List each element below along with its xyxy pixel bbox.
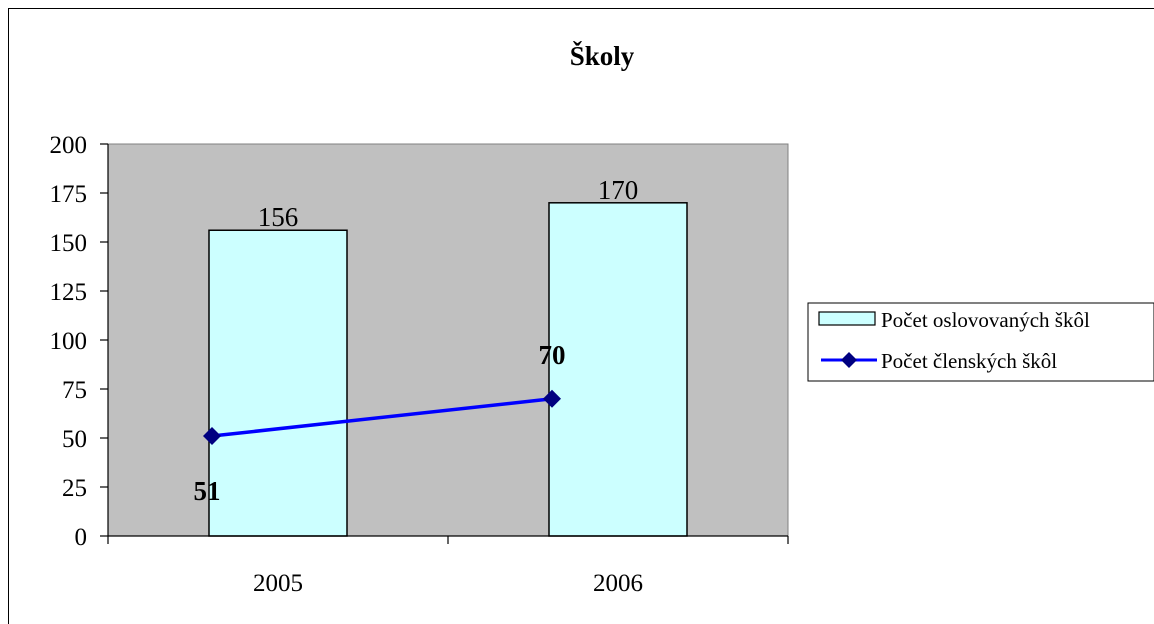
bar-label-2005: 156 bbox=[258, 202, 299, 232]
series-line bbox=[211, 397, 553, 438]
legend-marker-diamond bbox=[841, 352, 857, 368]
line-marker-2005 bbox=[203, 427, 221, 446]
bar-label-2006: 170 bbox=[598, 175, 639, 205]
y-tick-label: 50 bbox=[62, 426, 87, 453]
y-tick-label: 100 bbox=[50, 328, 88, 355]
line-marker-2006 bbox=[543, 389, 561, 408]
y-tick-label: 125 bbox=[50, 279, 88, 306]
y-tick-label: 0 bbox=[75, 524, 88, 551]
line-label-2006: 70 bbox=[539, 340, 566, 370]
y-tick-label: 75 bbox=[62, 377, 87, 404]
line-label-2005: 51 bbox=[194, 476, 221, 506]
legend-label-line: Počet členských škôl bbox=[881, 349, 1057, 373]
x-tick-label: 2006 bbox=[593, 570, 643, 597]
bar-series bbox=[208, 202, 688, 537]
x-tick-label: 2005 bbox=[253, 570, 303, 597]
y-tick-label: 25 bbox=[62, 475, 87, 502]
chart-title: Školy bbox=[570, 41, 635, 71]
y-tick-label: 150 bbox=[50, 230, 88, 257]
y-tick-label: 200 bbox=[50, 132, 88, 159]
bar-2005 bbox=[208, 229, 348, 537]
y-tick-label: 175 bbox=[50, 181, 88, 208]
axes: 0 25 50 75 100 125 150 175 200 2005 2006 bbox=[50, 132, 789, 597]
legend-label-bar: Počet oslovovaných škôl bbox=[881, 308, 1090, 332]
line-series bbox=[203, 389, 561, 446]
legend-swatch-bar bbox=[818, 311, 876, 326]
legend[interactable]: Počet oslovovaných škôl Počet členských … bbox=[807, 302, 1154, 382]
bar-2006 bbox=[548, 202, 688, 537]
data-labels: 156 170 51 70 bbox=[194, 175, 639, 506]
